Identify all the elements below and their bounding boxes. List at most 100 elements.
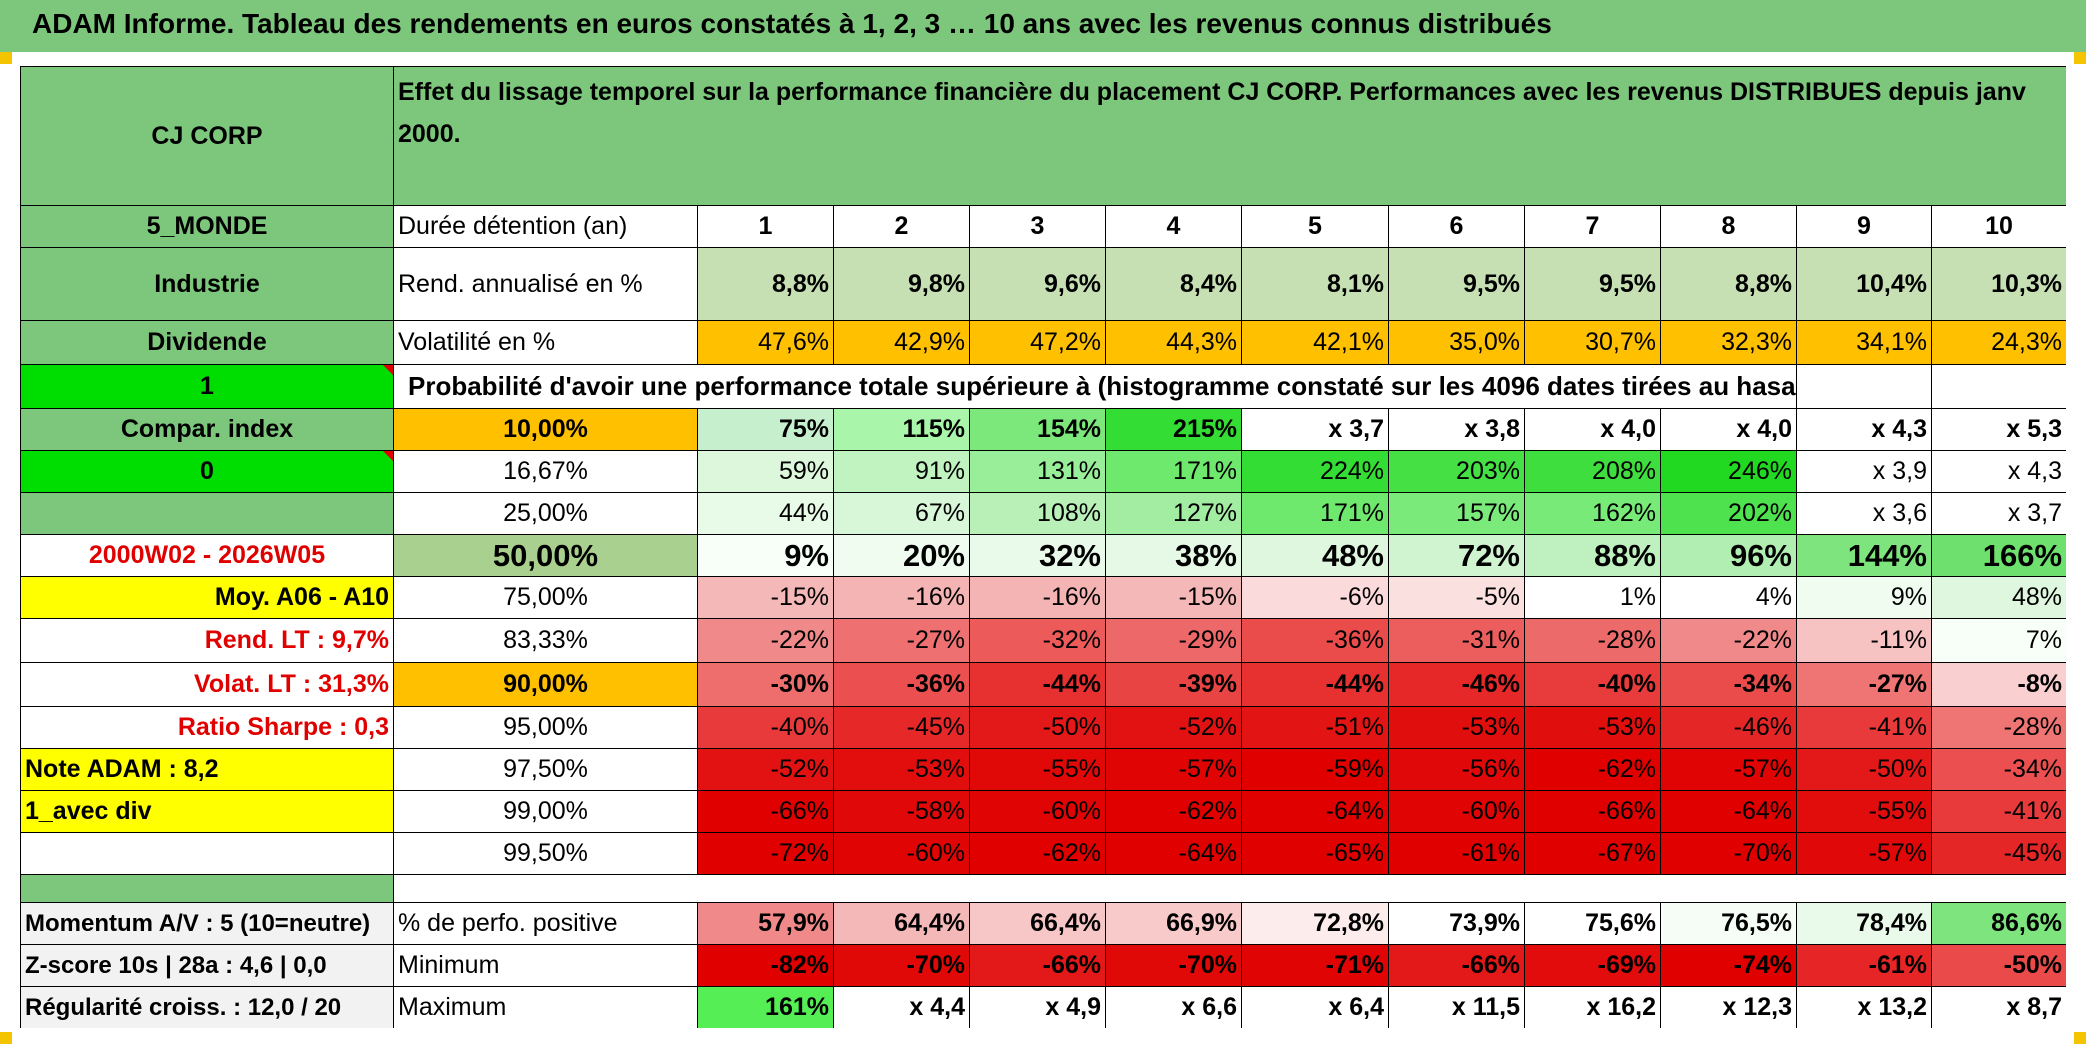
perf-positive-cell: 76,5% bbox=[1660, 902, 1797, 945]
prob-cell: -34% bbox=[1660, 662, 1797, 707]
spacer-green bbox=[20, 874, 394, 903]
rend-label: Rend. annualisé en % bbox=[393, 247, 698, 321]
perf-positive-cell: 64,4% bbox=[833, 902, 970, 945]
proba-header: Probabilité d'avoir une performance tota… bbox=[393, 364, 1797, 409]
minimum-cell: -66% bbox=[1388, 944, 1525, 987]
prob-cell: 166% bbox=[1930, 534, 2066, 577]
year-header: 5 bbox=[1241, 205, 1389, 248]
prob-cell: -11% bbox=[1796, 618, 1932, 663]
prob-cell: -65% bbox=[1241, 832, 1389, 875]
prob-cell: -70% bbox=[1660, 832, 1797, 875]
prob-cell: 20% bbox=[833, 534, 970, 577]
empty-cell bbox=[1796, 364, 1932, 409]
minimum-cell: -74% bbox=[1660, 944, 1797, 987]
volat-cell: 35,0% bbox=[1388, 320, 1525, 365]
prob-cell: -52% bbox=[697, 748, 834, 791]
rend-cell: 10,3% bbox=[1930, 247, 2066, 321]
prob-label: 25,00% bbox=[393, 492, 698, 535]
description: Effet du lissage temporel sur la perform… bbox=[392, 66, 2066, 206]
prob-cell: -61% bbox=[1388, 832, 1525, 875]
prob-cell: 171% bbox=[1241, 492, 1389, 535]
prob-cell: 144% bbox=[1796, 534, 1932, 577]
prob-cell: x 3,8 bbox=[1388, 408, 1525, 451]
prob-label: 90,00% bbox=[393, 662, 698, 707]
prob-cell: -8% bbox=[1930, 662, 2066, 707]
prob-cell: -22% bbox=[1660, 618, 1797, 663]
prob-cell: -53% bbox=[1524, 706, 1661, 749]
year-header: 4 bbox=[1105, 205, 1242, 248]
period-label: 2000W02 - 2026W05 bbox=[20, 534, 394, 577]
prob-cell: -53% bbox=[833, 748, 970, 791]
prob-cell: x 4,3 bbox=[1796, 408, 1932, 451]
prob-cell: x 4,3 bbox=[1930, 450, 2066, 493]
momentum-label: Momentum A/V : 5 (10=neutre) bbox=[20, 902, 394, 945]
perf-positive-cell: 57,9% bbox=[697, 902, 834, 945]
maximum-cell: x 12,3 bbox=[1660, 986, 1797, 1028]
sector-label: Industrie bbox=[20, 247, 394, 321]
corner-marker bbox=[0, 1032, 12, 1044]
maximum-cell: x 6,4 bbox=[1241, 986, 1389, 1028]
prob-cell: -55% bbox=[1796, 790, 1932, 833]
rend-cell: 8,8% bbox=[697, 247, 834, 321]
prob-cell: -44% bbox=[1241, 662, 1389, 707]
year-header: 9 bbox=[1796, 205, 1932, 248]
corner-marker bbox=[0, 52, 12, 64]
prob-cell: 9% bbox=[1796, 576, 1932, 619]
minimum-cell: -82% bbox=[697, 944, 834, 987]
prob-cell: -27% bbox=[833, 618, 970, 663]
prob-cell: -50% bbox=[1796, 748, 1932, 791]
prob-cell: -28% bbox=[1930, 706, 2066, 749]
prob-label: 83,33% bbox=[393, 618, 698, 663]
max-label: Maximum bbox=[393, 986, 698, 1028]
prob-cell: -51% bbox=[1241, 706, 1389, 749]
rend-cell: 9,5% bbox=[1524, 247, 1661, 321]
prob-cell: -45% bbox=[1930, 832, 2066, 875]
prob-cell: 9% bbox=[697, 534, 834, 577]
year-header: 7 bbox=[1524, 205, 1661, 248]
prob-cell: -56% bbox=[1388, 748, 1525, 791]
note-adam-label: Note ADAM : 8,2 bbox=[20, 748, 394, 791]
volat-cell: 47,2% bbox=[969, 320, 1106, 365]
volat-label: Volatilité en % bbox=[393, 320, 698, 365]
prob-cell: 108% bbox=[969, 492, 1106, 535]
prob-cell: x 5,3 bbox=[1930, 408, 2066, 451]
prob-cell: 38% bbox=[1105, 534, 1242, 577]
minimum-cell: -66% bbox=[969, 944, 1106, 987]
prob-cell: -62% bbox=[1105, 790, 1242, 833]
volat-cell: 42,9% bbox=[833, 320, 970, 365]
prob-cell: -30% bbox=[697, 662, 834, 707]
corner-marker bbox=[2074, 52, 2086, 64]
prob-cell: 1% bbox=[1524, 576, 1661, 619]
prob-cell: -31% bbox=[1388, 618, 1525, 663]
prob-cell: -60% bbox=[833, 832, 970, 875]
prob-cell: 32% bbox=[969, 534, 1106, 577]
perf-positive-cell: 86,6% bbox=[1930, 902, 2066, 945]
zscore-label: Z-score 10s | 28a : 4,6 | 0,0 bbox=[20, 944, 394, 987]
prob-label: 10,00% bbox=[393, 408, 698, 451]
prob-cell: x 3,6 bbox=[1796, 492, 1932, 535]
prob-label: 99,00% bbox=[393, 790, 698, 833]
volat-cell: 42,1% bbox=[1241, 320, 1389, 365]
prob-cell: 215% bbox=[1105, 408, 1242, 451]
year-header: 8 bbox=[1660, 205, 1797, 248]
company-name: CJ CORP bbox=[20, 66, 394, 206]
prob-cell: -16% bbox=[969, 576, 1106, 619]
minimum-cell: -70% bbox=[1105, 944, 1242, 987]
maximum-cell: x 8,7 bbox=[1930, 986, 2066, 1028]
rend-cell: 9,8% bbox=[833, 247, 970, 321]
prob-cell: -62% bbox=[1524, 748, 1661, 791]
prob-cell: -22% bbox=[697, 618, 834, 663]
prob-cell: -34% bbox=[1930, 748, 2066, 791]
prob-cell: -53% bbox=[1388, 706, 1525, 749]
prob-cell: -36% bbox=[833, 662, 970, 707]
prob-cell: 88% bbox=[1524, 534, 1661, 577]
prob-cell: -62% bbox=[969, 832, 1106, 875]
prob-cell: 162% bbox=[1524, 492, 1661, 535]
prob-cell: -32% bbox=[969, 618, 1106, 663]
prob-cell: -45% bbox=[833, 706, 970, 749]
prob-cell: -72% bbox=[697, 832, 834, 875]
empty-cell bbox=[20, 832, 394, 875]
prob-cell: 203% bbox=[1388, 450, 1525, 493]
rend-cell: 8,8% bbox=[1660, 247, 1797, 321]
prob-cell: -55% bbox=[969, 748, 1106, 791]
